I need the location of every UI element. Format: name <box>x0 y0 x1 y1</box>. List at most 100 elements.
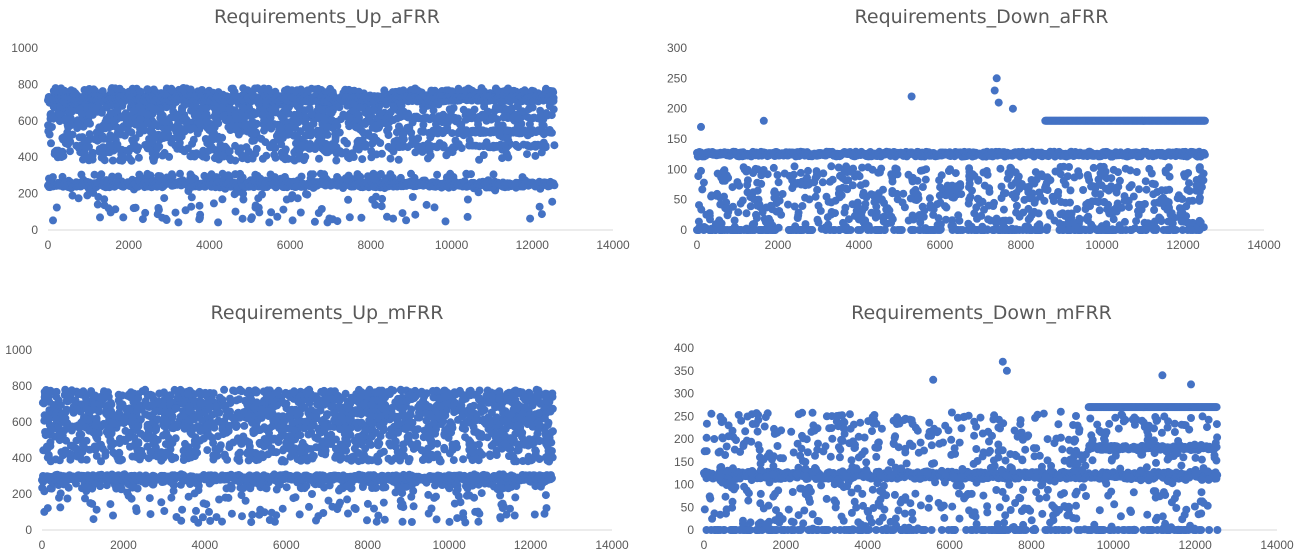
data-point <box>118 152 127 161</box>
data-point <box>336 147 345 156</box>
data-point <box>1124 203 1133 212</box>
data-point <box>1032 226 1040 234</box>
data-point <box>868 165 877 174</box>
data-point <box>885 206 894 215</box>
data-point <box>79 155 87 164</box>
data-point <box>97 108 106 117</box>
data-point <box>160 194 169 203</box>
data-point <box>1120 217 1129 226</box>
data-point <box>95 123 104 132</box>
y-tick-label: 200 <box>12 487 32 501</box>
data-point <box>1096 169 1105 178</box>
data-point <box>185 124 194 133</box>
data-point <box>753 186 762 195</box>
data-point <box>398 209 407 218</box>
data-point <box>155 142 164 151</box>
data-point <box>996 226 1005 234</box>
data-point <box>964 220 973 229</box>
data-point <box>422 200 431 209</box>
data-point <box>509 113 518 122</box>
data-point <box>919 212 928 221</box>
data-point <box>106 109 115 118</box>
data-point <box>813 215 822 224</box>
data-point <box>60 133 69 142</box>
data-point <box>730 216 739 225</box>
data-point <box>805 195 814 204</box>
y-tick-label: 600 <box>12 415 32 429</box>
data-point <box>856 181 865 190</box>
data-point <box>549 97 558 105</box>
data-point <box>947 193 956 201</box>
data-point <box>1185 179 1193 188</box>
data-point <box>887 218 896 227</box>
data-point <box>942 215 950 224</box>
data-point <box>1089 163 1098 172</box>
data-point <box>498 154 507 163</box>
data-point <box>419 106 428 115</box>
x-tick-label: 10000 <box>432 538 466 552</box>
data-point <box>457 144 466 153</box>
data-point <box>891 164 900 173</box>
data-point <box>697 122 705 131</box>
data-point <box>824 197 833 206</box>
data-point <box>399 130 408 139</box>
data-point <box>1063 219 1072 228</box>
data-point <box>972 203 981 212</box>
data-point <box>302 190 310 198</box>
data-point <box>1115 176 1124 185</box>
data-point <box>723 211 732 220</box>
data-point <box>343 139 351 148</box>
data-point <box>1015 184 1024 193</box>
data-point <box>116 146 125 155</box>
data-point <box>1109 215 1118 224</box>
data-point <box>550 141 559 150</box>
data-point <box>358 155 367 164</box>
data-point <box>280 86 289 95</box>
data-point <box>1135 185 1143 194</box>
data-point <box>260 116 268 125</box>
data-point <box>393 136 402 145</box>
data-point <box>72 141 81 150</box>
data-point <box>104 123 113 132</box>
data-point <box>433 129 442 138</box>
data-point <box>202 117 211 126</box>
chart-up-mfrr: Requirements_Up_mFRR 0 200 400 600 800 1000 0 2… <box>0 280 654 560</box>
data-point <box>52 203 61 212</box>
data-point <box>1096 190 1105 199</box>
data-point <box>131 203 140 212</box>
data-point <box>293 194 302 203</box>
data-point <box>357 213 366 222</box>
y-tick-label: 0 <box>25 523 32 537</box>
data-point <box>258 190 266 199</box>
data-point <box>804 166 812 175</box>
data-point <box>1007 164 1016 173</box>
data-point <box>158 151 167 160</box>
data-point <box>380 86 389 95</box>
data-point <box>195 213 204 222</box>
data-point <box>707 192 716 201</box>
data-point <box>798 202 807 210</box>
x-tick-label: 12000 <box>1166 238 1200 252</box>
data-point <box>315 126 324 135</box>
data-point <box>796 168 805 177</box>
data-point <box>801 181 810 190</box>
data-point <box>1030 198 1039 207</box>
data-point <box>180 147 189 156</box>
data-point <box>239 84 248 93</box>
data-point <box>721 204 730 213</box>
data-point <box>842 184 851 193</box>
data-point <box>417 142 426 151</box>
data-point <box>694 172 703 181</box>
data-point <box>1149 226 1158 234</box>
data-point <box>1061 211 1069 220</box>
data-point <box>1085 176 1094 185</box>
data-point <box>201 111 210 120</box>
data-point <box>738 196 747 205</box>
data-point <box>491 127 499 136</box>
data-point <box>1177 217 1186 226</box>
data-point <box>323 123 331 132</box>
data-point <box>864 224 873 233</box>
data-point <box>874 226 883 234</box>
data-point <box>309 119 318 128</box>
data-point <box>1200 150 1209 159</box>
